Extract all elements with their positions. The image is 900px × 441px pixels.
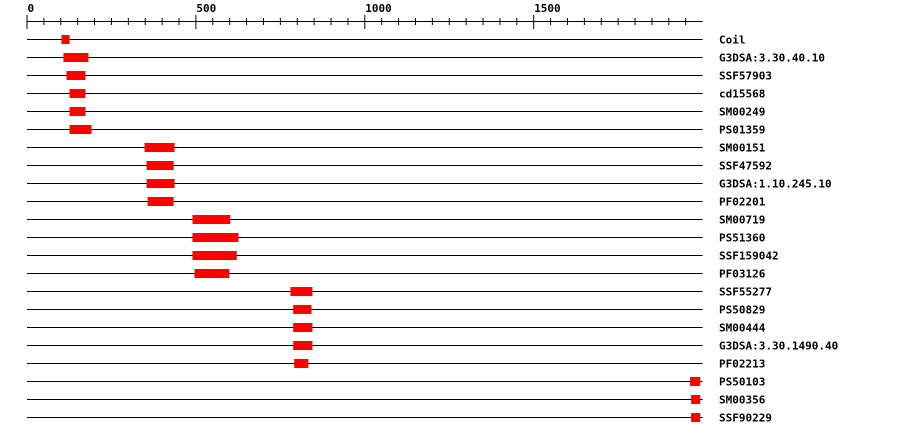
axis-tick-label: 500	[196, 2, 216, 15]
domain-block	[69, 125, 92, 134]
track-label: SSF47592	[719, 160, 772, 173]
domain-block	[293, 341, 313, 350]
track-label: SM00249	[719, 106, 765, 119]
track-label: PF03126	[719, 268, 766, 281]
track-label: PF02213	[719, 358, 765, 371]
track-label: PF02201	[719, 196, 766, 209]
track-label: G3DSA:3.30.1490.40	[719, 340, 838, 353]
axis-tick-label: 1000	[365, 2, 392, 15]
domain-block	[691, 395, 701, 404]
domain-block	[192, 215, 231, 224]
domain-block	[66, 71, 86, 80]
track-label: SSF55277	[719, 286, 772, 299]
domain-block	[61, 35, 70, 44]
track-label: Coil	[719, 34, 746, 47]
domain-block	[690, 377, 701, 386]
domain-block	[192, 233, 239, 242]
domain-block	[294, 359, 309, 368]
track-label: PS50103	[719, 376, 765, 389]
track-label: G3DSA:1.10.245.10	[719, 178, 832, 191]
track-label: SM00444	[719, 322, 766, 335]
domain-block	[146, 161, 174, 170]
track-label: cd15568	[719, 88, 765, 101]
domain-block	[691, 413, 701, 422]
track-label: SSF90229	[719, 412, 772, 425]
track-label: PS01359	[719, 124, 765, 137]
track-label: PS50829	[719, 304, 765, 317]
track-label: G3DSA:3.30.40.10	[719, 52, 825, 65]
domain-block	[69, 107, 86, 116]
track-label: PS51360	[719, 232, 765, 245]
domain-block	[146, 179, 175, 188]
track-label: SSF57903	[719, 70, 772, 83]
domain-block	[69, 89, 86, 98]
track-label: SM00151	[719, 142, 766, 155]
domain-block	[144, 143, 175, 152]
domain-block	[147, 197, 174, 206]
domain-block	[63, 53, 89, 62]
domain-block	[290, 287, 313, 296]
domain-block	[192, 251, 237, 260]
domain-block	[293, 323, 313, 332]
axis-tick-label: 0	[28, 2, 35, 15]
track-label: SM00719	[719, 214, 765, 227]
axis-tick-label: 1500	[534, 2, 561, 15]
track-label: SM00356	[719, 394, 766, 407]
domain-block	[293, 305, 312, 314]
domain-block	[194, 269, 230, 278]
track-label: SSF159042	[719, 250, 779, 263]
